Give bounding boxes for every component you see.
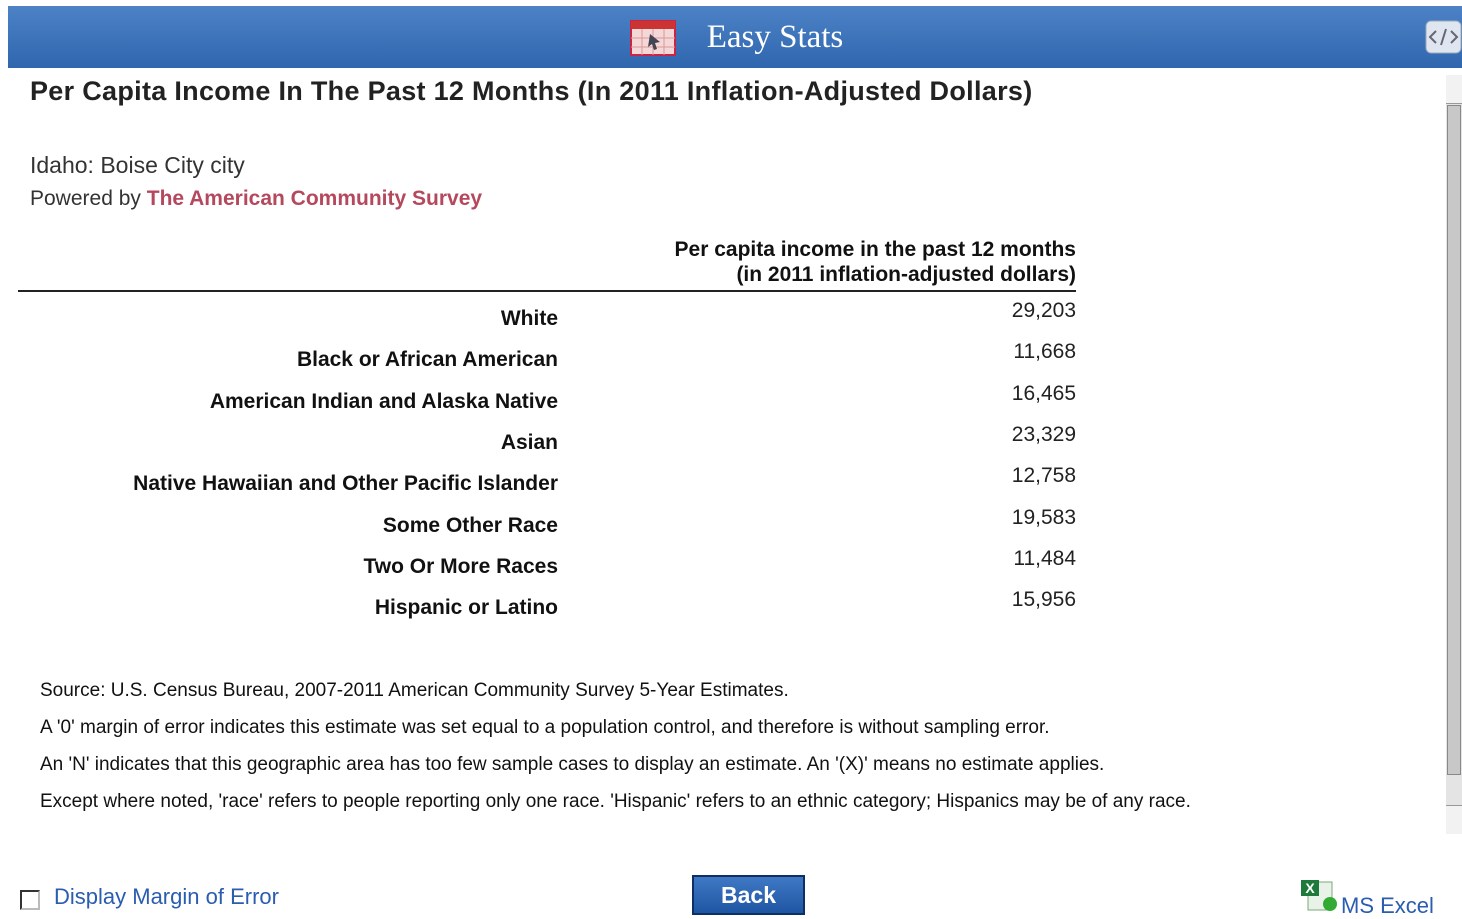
powered-by-text: Powered by (30, 187, 141, 210)
row-label: Asian (500, 430, 558, 454)
row-value: 19,583 (1011, 505, 1076, 529)
powered-by: Powered by The American Community Survey (30, 187, 482, 211)
excel-link[interactable]: MS Excel (1341, 893, 1434, 918)
row-label: White (500, 307, 558, 330)
row-value: 16,465 (1011, 381, 1076, 405)
scroll-down[interactable] (1446, 805, 1462, 834)
row-value: 12,758 (1011, 464, 1076, 488)
row-value: 11,484 (1013, 546, 1076, 570)
row-label: Black or African American (296, 348, 558, 372)
row-label: Some Other Race (382, 513, 558, 537)
row-value: 23,329 (1011, 422, 1076, 446)
note-line: A '0' margin of error indicates this est… (40, 717, 1050, 738)
row-label: Hispanic or Latino (374, 596, 558, 620)
embed-code-button[interactable] (1425, 20, 1462, 54)
scroll-thumb[interactable] (1447, 105, 1461, 775)
row-label: Two Or More Races (363, 554, 559, 578)
source-link[interactable]: The American Community Survey (146, 187, 483, 210)
back-button[interactable]: Back (692, 875, 805, 915)
note-line: Except where noted, 'race' refers to peo… (40, 791, 1191, 812)
svg-text:X: X (1305, 880, 1315, 896)
column-header: Per capita income in the past 12 months (674, 238, 1076, 261)
checkbox[interactable] (20, 890, 40, 910)
note-line: Source: U.S. Census Bureau, 2007-2011 Am… (40, 680, 789, 701)
row-label: American Indian and Alaska Native (209, 389, 558, 413)
row-label: Native Hawaiian and Other Pacific Island… (133, 472, 558, 496)
row-value: 11,668 (1013, 340, 1076, 364)
note-line: An 'N' indicates that this geographic ar… (40, 754, 1105, 775)
row-value: 29,203 (1011, 299, 1076, 322)
column-header: (in 2011 inflation-adjusted dollars) (736, 263, 1076, 286)
scrollbar[interactable] (1446, 75, 1462, 834)
excel-icon[interactable]: X (1300, 878, 1340, 913)
checkbox-label[interactable]: Display Margin of Error (54, 884, 279, 909)
report-title: Per Capita Income In The Past 12 Months … (30, 76, 1033, 106)
geography: Idaho: Boise City city (30, 152, 245, 178)
row-value: 15,956 (1011, 588, 1076, 612)
scroll-up[interactable] (1446, 75, 1462, 104)
app-title: Easy Stats (706, 19, 844, 55)
header-bar: Easy Stats (8, 6, 1462, 68)
header-rule (18, 290, 1076, 292)
app-icon (630, 20, 676, 56)
